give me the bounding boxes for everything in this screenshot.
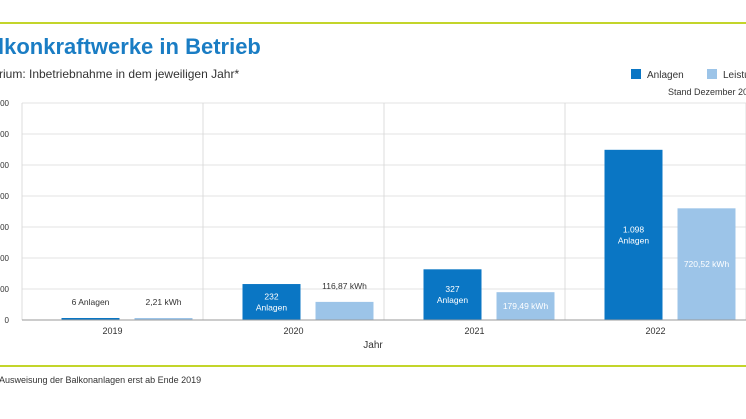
legend-swatch-leistung bbox=[707, 69, 717, 79]
x-axis-title: Jahr bbox=[363, 340, 383, 351]
x-tick-label: 2020 bbox=[283, 326, 303, 336]
y-tick-label: 00 bbox=[0, 285, 9, 294]
y-tick-label: 00 bbox=[0, 130, 9, 139]
stand-date-note: Stand Dezember 20 bbox=[668, 87, 746, 97]
y-tick-label: 00 bbox=[0, 192, 9, 201]
bottom-accent-rule bbox=[0, 365, 746, 367]
data-label: 2,21 kWh bbox=[146, 297, 182, 307]
data-label: 179,49 kWh bbox=[503, 301, 549, 311]
data-label: 232 Anlagen bbox=[256, 292, 287, 313]
y-tick-label: 00 bbox=[0, 223, 9, 232]
y-tick-label: 00 bbox=[0, 161, 9, 170]
bar-leistu-2022 bbox=[677, 208, 736, 320]
y-tick-label: 00 bbox=[0, 99, 9, 108]
data-label: 327 Anlagen bbox=[437, 284, 468, 305]
bar-anlagen-2021 bbox=[423, 269, 482, 320]
x-tick-label: 2019 bbox=[102, 326, 122, 336]
y-tick-label: 00 bbox=[0, 254, 9, 263]
footnote: Ausweisung der Balkonanlagen erst ab End… bbox=[0, 375, 202, 385]
data-label: 720,52 kWh bbox=[684, 259, 730, 269]
bar-leistu-2021 bbox=[496, 292, 555, 320]
bar-leistu-2020 bbox=[315, 301, 374, 320]
y-tick-label: 0 bbox=[5, 316, 10, 325]
legend-item-anlagen: Anlagen bbox=[631, 69, 684, 81]
legend-label-anlagen: Anlagen bbox=[647, 70, 684, 81]
x-tick-label: 2022 bbox=[645, 326, 665, 336]
bar-anlagen-2019 bbox=[61, 318, 120, 320]
legend-label-leistung: Leistu bbox=[723, 70, 746, 81]
bar-anlagen-2020 bbox=[242, 284, 301, 320]
data-label: 116,87 kWh bbox=[322, 281, 367, 291]
data-label: 1.098 Anlagen bbox=[618, 224, 649, 245]
legend-swatch-anlagen bbox=[631, 69, 641, 79]
data-label: 6 Anlagen bbox=[72, 297, 110, 307]
x-tick-label: 2021 bbox=[464, 326, 484, 336]
page-title: lkonkraftwerke in Betrieb bbox=[0, 34, 261, 59]
bar-leistu-2019 bbox=[134, 318, 193, 320]
bar-anlagen-2022 bbox=[604, 149, 663, 320]
chart-subtitle: rium: Inbetriebnahme in dem jeweiligen J… bbox=[0, 67, 240, 81]
legend-item-leistung: Leistu bbox=[707, 69, 746, 81]
top-accent-rule bbox=[0, 22, 746, 24]
